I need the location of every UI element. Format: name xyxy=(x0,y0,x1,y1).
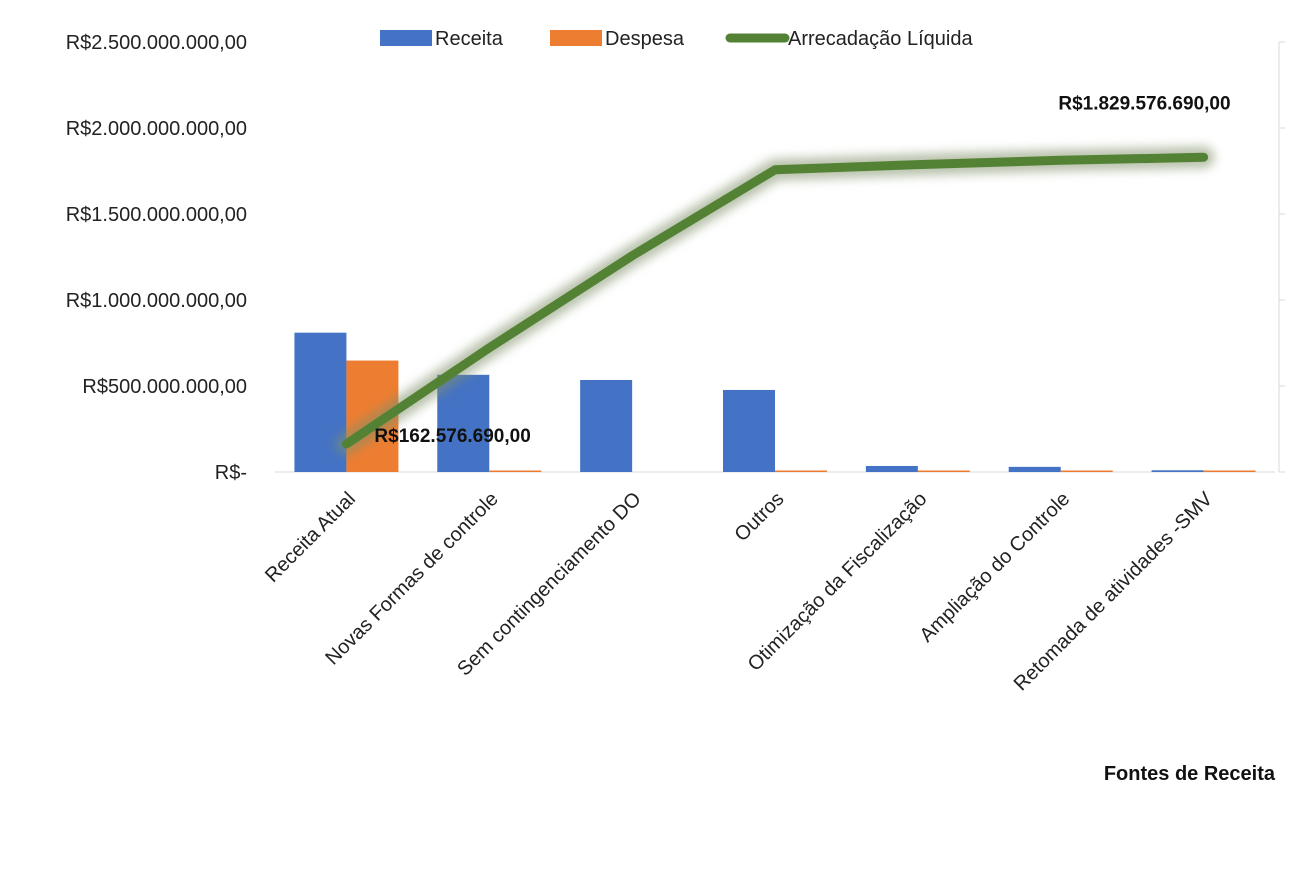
y-tick-label: R$2.500.000.000,00 xyxy=(66,32,247,54)
y-tick-label: R$1.500.000.000,00 xyxy=(66,204,247,226)
legend-label: Arrecadação Líquida xyxy=(788,28,973,50)
y-tick-label: R$2.000.000.000,00 xyxy=(66,118,247,140)
bar-receita xyxy=(437,374,490,472)
secondary-y-axis xyxy=(1278,41,1285,473)
bar-receita xyxy=(580,379,633,472)
category-label: Ampliação do Controle xyxy=(916,488,1075,647)
legend-label: Despesa xyxy=(605,28,685,50)
bar-despesa xyxy=(1203,470,1256,472)
data-label: R$162.576.690,00 xyxy=(374,426,530,447)
y-tick-label: R$1.000.000.000,00 xyxy=(66,290,247,312)
legend-swatch xyxy=(380,30,432,46)
legend: Receita Despesa Arrecadação Líquida xyxy=(380,28,973,50)
bar-despesa xyxy=(489,470,542,472)
data-label: R$1.829.576.690,00 xyxy=(1058,93,1230,114)
category-label: Receita Atual xyxy=(261,488,360,587)
y-tick-label: R$- xyxy=(215,462,247,484)
category-label: Outros xyxy=(731,488,789,546)
data-labels: R$162.576.690,00 R$1.829.576.690,00 xyxy=(374,93,1230,447)
y-tick-label: R$500.000.000,00 xyxy=(82,376,247,398)
bar-receita xyxy=(723,389,775,472)
line-series xyxy=(335,146,1215,455)
bar-despesa xyxy=(1060,470,1113,472)
legend-swatch xyxy=(550,30,602,46)
bar-despesa xyxy=(775,470,827,472)
bar-receita xyxy=(865,465,918,472)
legend-label: Receita xyxy=(435,28,504,50)
bar-receita xyxy=(1008,466,1061,472)
bar-series xyxy=(294,332,1256,472)
bar-despesa xyxy=(917,470,970,472)
x-axis-title: Fontes de Receita xyxy=(1104,763,1276,785)
bar-receita xyxy=(1151,470,1204,472)
line-arrecadacao-liquida xyxy=(341,152,1209,449)
